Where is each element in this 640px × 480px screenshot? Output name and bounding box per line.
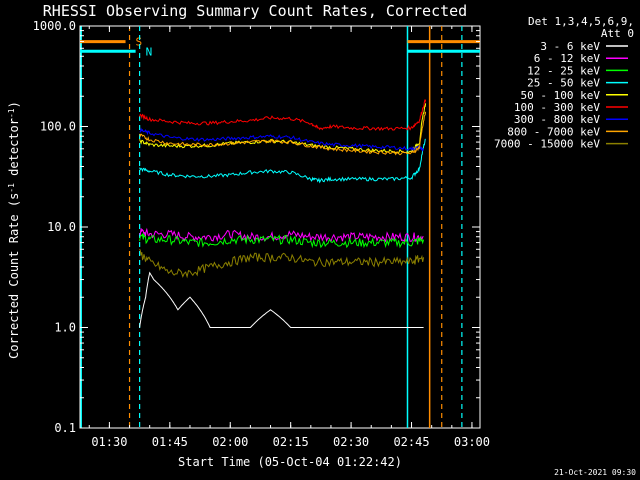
legend-label-7: 800 - 7000 keV: [507, 125, 600, 138]
x-tick-label-5: 02:45: [393, 435, 429, 449]
flag-label-N: N: [146, 45, 153, 58]
x-axis-label: Start Time (05-Oct-04 01:22:42): [178, 455, 402, 469]
axes: 01:30 01:45 02:00 02:15 02:30 02:45 03:00 1000.…: [33, 19, 490, 449]
flag-bars: SN: [80, 26, 480, 428]
legend-label-3: 25 - 50 keV: [527, 77, 600, 90]
y-tick-label-0: 1000.0: [33, 19, 76, 33]
y-tick-label-4: 0.1: [54, 421, 76, 435]
legend-label-4: 50 - 100 keV: [521, 89, 601, 102]
x-tick-label-0: 01:30: [91, 435, 127, 449]
x-tick-label-4: 02:30: [333, 435, 369, 449]
x-tick-label-3: 02:15: [273, 435, 309, 449]
series-line-1: [139, 227, 424, 243]
y-tick-label-3: 1.0: [54, 321, 76, 335]
x-tick-label-2: 02:00: [212, 435, 248, 449]
data-series: [139, 98, 427, 328]
y-tick-label-1: 100.0: [40, 120, 76, 134]
legend-label-2: 12 - 25 keV: [527, 64, 600, 77]
series-line-4: [139, 103, 427, 154]
chart-title: RHESSI Observing Summary Count Rates, Co…: [43, 2, 467, 20]
marker-lines: [80, 26, 431, 428]
flag-label-S: S: [136, 36, 143, 49]
legend-label-8: 7000 - 15000 keV: [494, 138, 600, 151]
legend-header-line-1: Det 1,3,4,5,6,9,: [528, 15, 634, 28]
series-line-7: [139, 111, 427, 156]
legend-label-6: 300 - 800 keV: [514, 113, 600, 126]
series-line-0: [139, 271, 424, 328]
legend-header-line-2: Att 0: [601, 27, 634, 40]
x-tick-label-6: 03:00: [454, 435, 490, 449]
legend-label-0: 3 - 6 keV: [540, 40, 600, 53]
series-line-3: [139, 138, 426, 184]
legend-label-5: 100 - 300 keV: [514, 101, 600, 114]
series-line-8: [139, 248, 425, 279]
y-axis-label: Corrected Count Rate (s-1 detector-1): [7, 101, 21, 359]
series-line-5: [139, 98, 427, 132]
series-line-6: [139, 127, 425, 152]
y-tick-label-2: 10.0: [47, 220, 76, 234]
legend-label-1: 6 - 12 keV: [534, 52, 601, 65]
x-tick-label-1: 01:45: [152, 435, 188, 449]
timestamp-footer: 21-Oct-2021 09:30: [554, 468, 636, 477]
series-line-2: [139, 232, 425, 249]
